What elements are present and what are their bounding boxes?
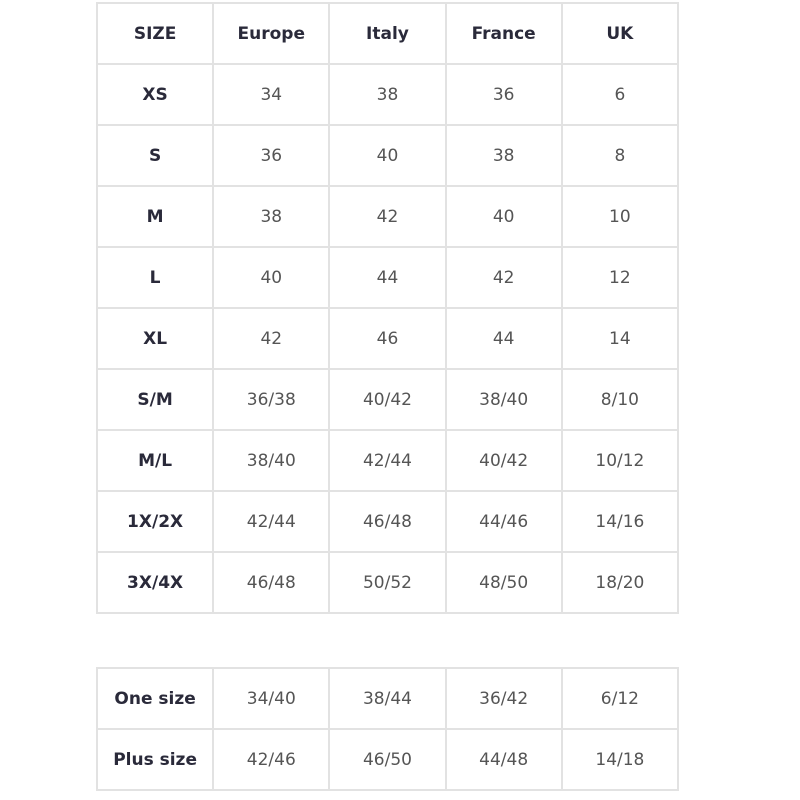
size-label-cell: 3X/4X — [95, 551, 215, 614]
size-label-cell: S/M — [95, 368, 215, 431]
size-value-cell: 34/40 — [212, 667, 331, 730]
size-value-cell: 34 — [212, 63, 331, 126]
size-value-cell: 14 — [560, 307, 680, 370]
table-row: 1X/2X 42/44 46/48 44/46 14/16 — [95, 490, 680, 553]
size-value-cell: 42 — [212, 307, 331, 370]
column-header: Europe — [212, 2, 331, 65]
table-row: One size 34/40 38/44 36/42 6/12 — [95, 667, 680, 730]
size-value-cell: 8/10 — [560, 368, 680, 431]
size-value-cell: 44/48 — [444, 728, 563, 791]
size-value-cell: 36 — [212, 124, 331, 187]
table-row: S/M 36/38 40/42 38/40 8/10 — [95, 368, 680, 431]
table-row: 3X/4X 46/48 50/52 48/50 18/20 — [95, 551, 680, 614]
size-value-cell: 46/50 — [328, 728, 447, 791]
size-label-cell: M — [95, 185, 215, 248]
size-value-cell: 40 — [212, 246, 331, 309]
size-value-cell: 38/44 — [328, 667, 447, 730]
size-value-cell: 46 — [328, 307, 447, 370]
size-value-cell: 40 — [444, 185, 563, 248]
column-header: UK — [560, 2, 680, 65]
column-header: Italy — [328, 2, 447, 65]
size-label-cell: One size — [95, 667, 215, 730]
size-value-cell: 18/20 — [560, 551, 680, 614]
table-row: M/L 38/40 42/44 40/42 10/12 — [95, 429, 680, 492]
size-value-cell: 46/48 — [212, 551, 331, 614]
size-value-cell: 44 — [328, 246, 447, 309]
table-row: XL 42 46 44 14 — [95, 307, 680, 370]
size-value-cell: 36/38 — [212, 368, 331, 431]
size-value-cell: 10/12 — [560, 429, 680, 492]
size-value-cell: 36/42 — [444, 667, 563, 730]
size-value-cell: 40/42 — [328, 368, 447, 431]
table-row: M 38 42 40 10 — [95, 185, 680, 248]
size-value-cell: 14/18 — [560, 728, 680, 791]
size-value-cell: 42/44 — [212, 490, 331, 553]
header-row: SIZE Europe Italy France UK — [95, 2, 680, 65]
size-value-cell: 44 — [444, 307, 563, 370]
size-value-cell: 42/46 — [212, 728, 331, 791]
size-value-cell: 48/50 — [444, 551, 563, 614]
size-value-cell: 46/48 — [328, 490, 447, 553]
size-value-cell: 36 — [444, 63, 563, 126]
size-label-cell: M/L — [95, 429, 215, 492]
one-plus-size-table: One size 34/40 38/44 36/42 6/12 Plus size 42/4… — [95, 667, 680, 791]
size-conversion-table: SIZE Europe Italy France UK XS 34 38 36 6 S 36 40 38 8… — [95, 2, 680, 614]
size-value-cell: 42/44 — [328, 429, 447, 492]
column-header: SIZE — [95, 2, 215, 65]
table-row: XS 34 38 36 6 — [95, 63, 680, 126]
size-value-cell: 6 — [560, 63, 680, 126]
size-value-cell: 38/40 — [444, 368, 563, 431]
table-row: S 36 40 38 8 — [95, 124, 680, 187]
size-value-cell: 14/16 — [560, 490, 680, 553]
size-value-cell: 40/42 — [444, 429, 563, 492]
size-value-cell: 44/46 — [444, 490, 563, 553]
size-value-cell: 38 — [328, 63, 447, 126]
size-value-cell: 42 — [328, 185, 447, 248]
size-value-cell: 8 — [560, 124, 680, 187]
table-row: L 40 44 42 12 — [95, 246, 680, 309]
size-value-cell: 12 — [560, 246, 680, 309]
size-value-cell: 40 — [328, 124, 447, 187]
size-label-cell: XS — [95, 63, 215, 126]
size-value-cell: 38 — [212, 185, 331, 248]
column-header: France — [444, 2, 563, 65]
size-label-cell: S — [95, 124, 215, 187]
size-label-cell: 1X/2X — [95, 490, 215, 553]
table-row: Plus size 42/46 46/50 44/48 14/18 — [95, 728, 680, 791]
size-value-cell: 50/52 — [328, 551, 447, 614]
size-value-cell: 10 — [560, 185, 680, 248]
size-value-cell: 38/40 — [212, 429, 331, 492]
size-value-cell: 42 — [444, 246, 563, 309]
size-value-cell: 6/12 — [560, 667, 680, 730]
size-label-cell: L — [95, 246, 215, 309]
size-label-cell: XL — [95, 307, 215, 370]
size-value-cell: 38 — [444, 124, 563, 187]
size-label-cell: Plus size — [95, 728, 215, 791]
